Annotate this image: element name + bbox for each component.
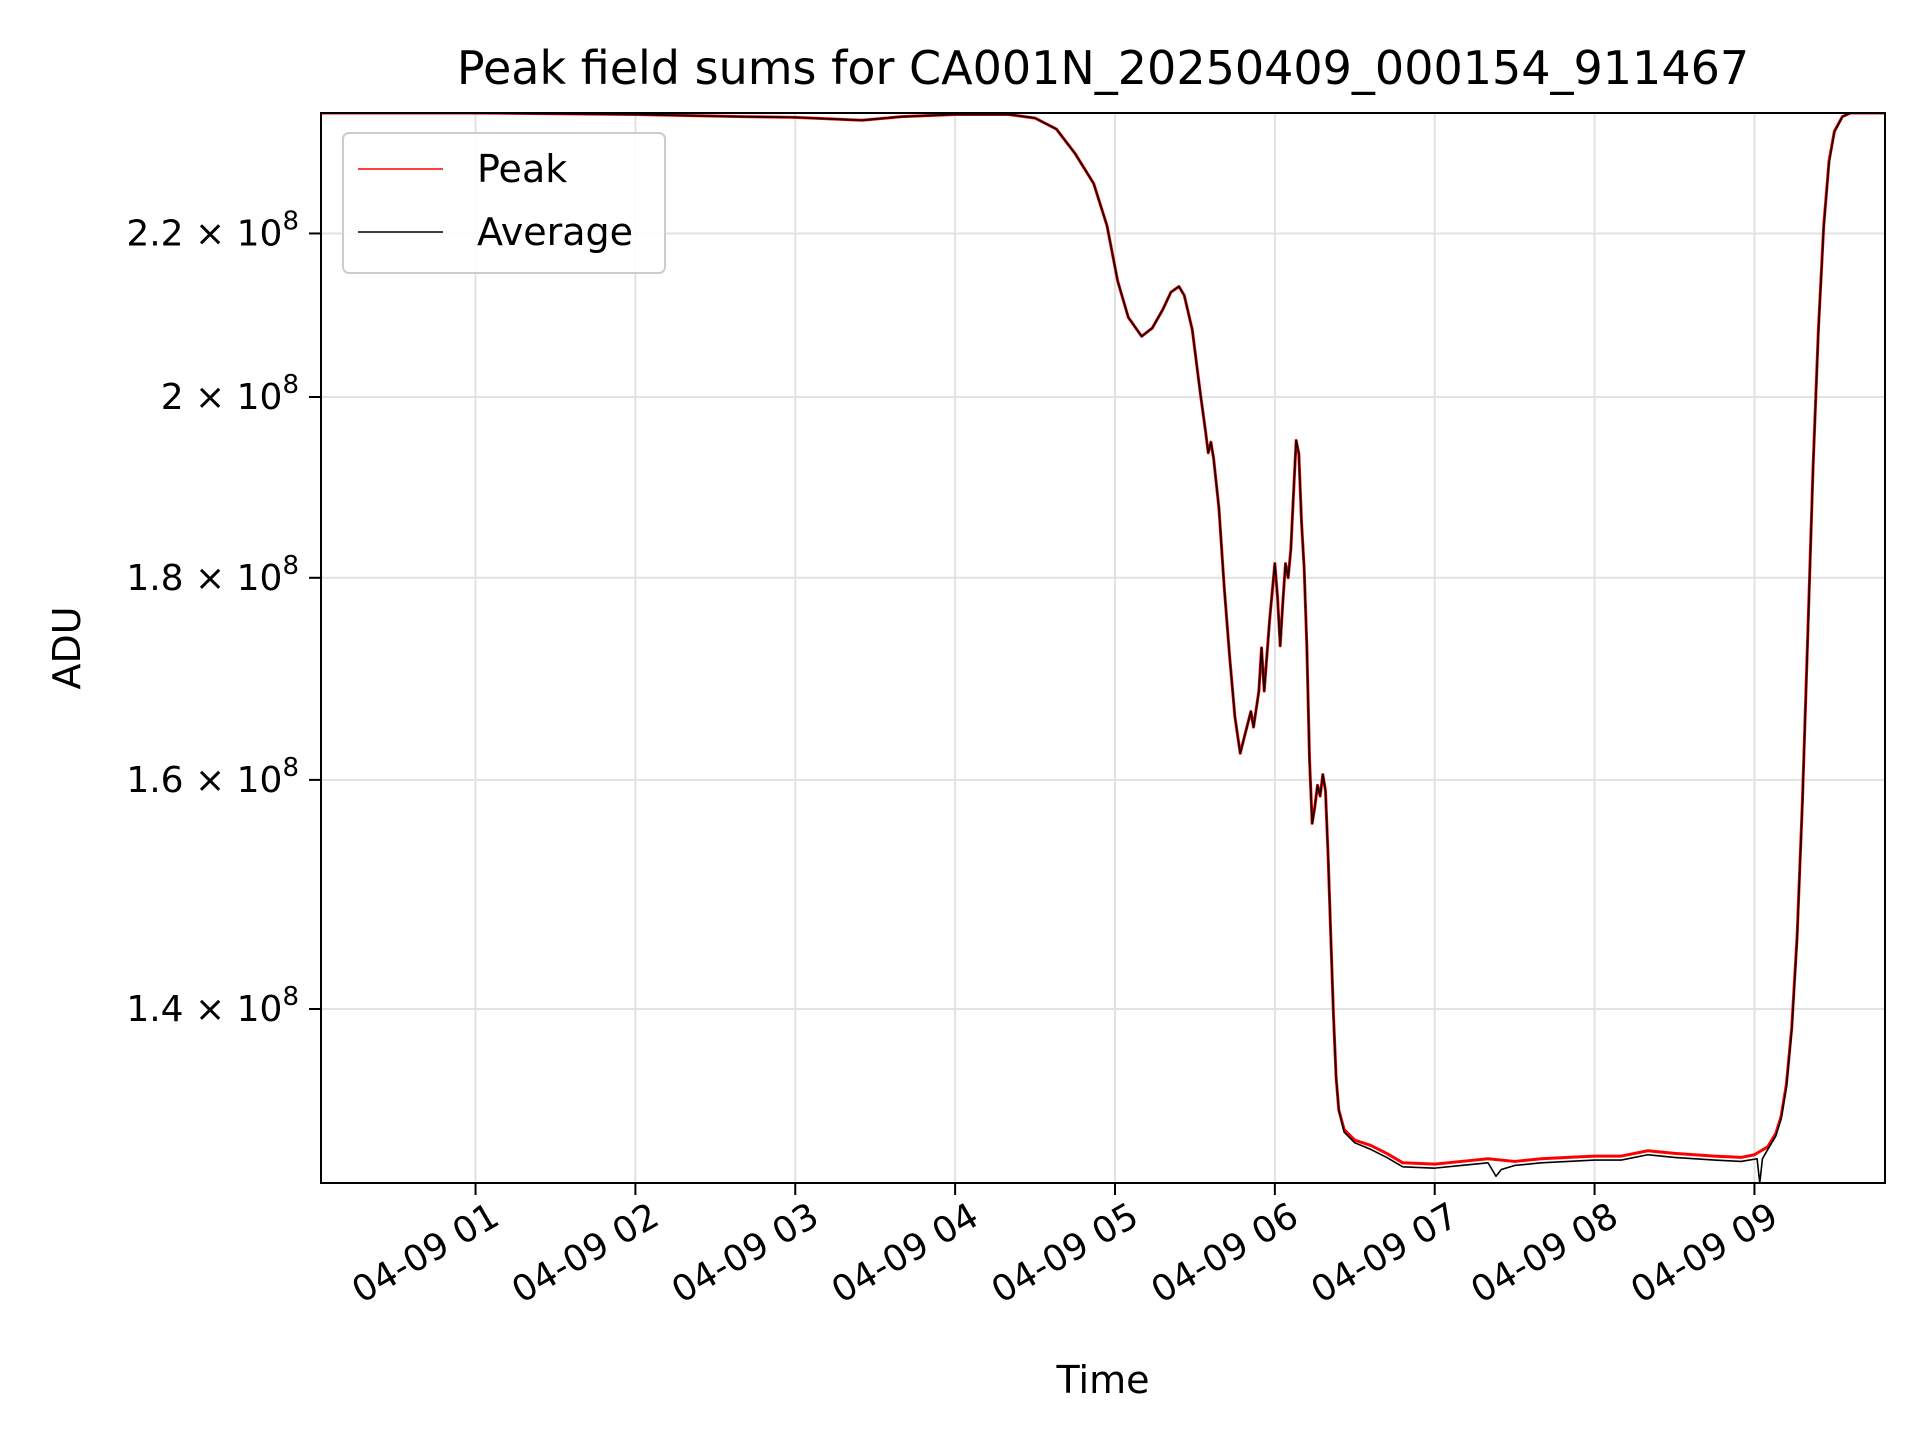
legend: Peak Average xyxy=(342,132,666,274)
y-tick-label: 1.8 × 108 xyxy=(126,551,299,599)
plot-frame xyxy=(320,112,1886,1184)
grid xyxy=(321,113,1885,1183)
y-tick-label: 1.4 × 108 xyxy=(126,982,299,1030)
y-axis: 1.4 × 108 1.6 × 108 1.8 × 108 2 × 108 2.2 × … xyxy=(126,206,321,1030)
y-tick-label: 2.2 × 108 xyxy=(126,206,299,254)
series-layer xyxy=(321,113,1885,1183)
chart-title: Peak field sums for CA001N_20250409_0001… xyxy=(457,41,1749,95)
legend-box xyxy=(342,132,666,274)
y-axis-label: ADU xyxy=(45,606,89,689)
legend-label-average: Average xyxy=(477,210,633,254)
series-line-average xyxy=(321,113,1885,1183)
y-tick-label: 1.6 × 108 xyxy=(126,753,299,801)
legend-label-peak: Peak xyxy=(477,147,567,191)
y-tick-label: 2 × 108 xyxy=(161,370,299,418)
x-axis-label: Time xyxy=(1056,1358,1150,1402)
